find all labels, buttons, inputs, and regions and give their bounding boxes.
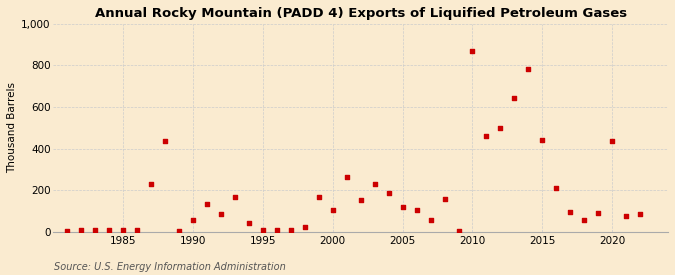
- Point: [411, 208, 422, 212]
- Point: [118, 228, 129, 232]
- Y-axis label: Thousand Barrels: Thousand Barrels: [7, 82, 17, 174]
- Point: [230, 194, 240, 199]
- Point: [132, 228, 142, 232]
- Point: [467, 49, 478, 53]
- Point: [551, 186, 562, 190]
- Point: [76, 228, 86, 232]
- Point: [621, 214, 632, 219]
- Point: [369, 182, 380, 186]
- Point: [327, 208, 338, 212]
- Point: [90, 228, 101, 232]
- Point: [313, 194, 324, 199]
- Point: [453, 229, 464, 233]
- Point: [523, 66, 534, 71]
- Point: [355, 197, 366, 202]
- Point: [215, 212, 226, 216]
- Point: [286, 228, 296, 232]
- Point: [439, 196, 450, 201]
- Point: [509, 95, 520, 100]
- Point: [202, 202, 213, 206]
- Point: [481, 134, 492, 138]
- Point: [258, 228, 269, 232]
- Point: [160, 139, 171, 144]
- Point: [565, 210, 576, 214]
- Point: [425, 218, 436, 223]
- Point: [342, 175, 352, 179]
- Point: [146, 182, 157, 186]
- Point: [62, 229, 73, 234]
- Point: [383, 191, 394, 196]
- Point: [607, 139, 618, 144]
- Point: [397, 205, 408, 209]
- Text: Source: U.S. Energy Information Administration: Source: U.S. Energy Information Administ…: [54, 262, 286, 272]
- Title: Annual Rocky Mountain (PADD 4) Exports of Liquified Petroleum Gases: Annual Rocky Mountain (PADD 4) Exports o…: [95, 7, 627, 20]
- Point: [173, 229, 184, 233]
- Point: [244, 220, 254, 225]
- Point: [495, 126, 506, 130]
- Point: [634, 212, 645, 216]
- Point: [104, 228, 115, 232]
- Point: [537, 138, 547, 142]
- Point: [593, 211, 603, 215]
- Point: [300, 224, 310, 229]
- Point: [188, 218, 198, 223]
- Point: [271, 228, 282, 232]
- Point: [579, 218, 590, 223]
